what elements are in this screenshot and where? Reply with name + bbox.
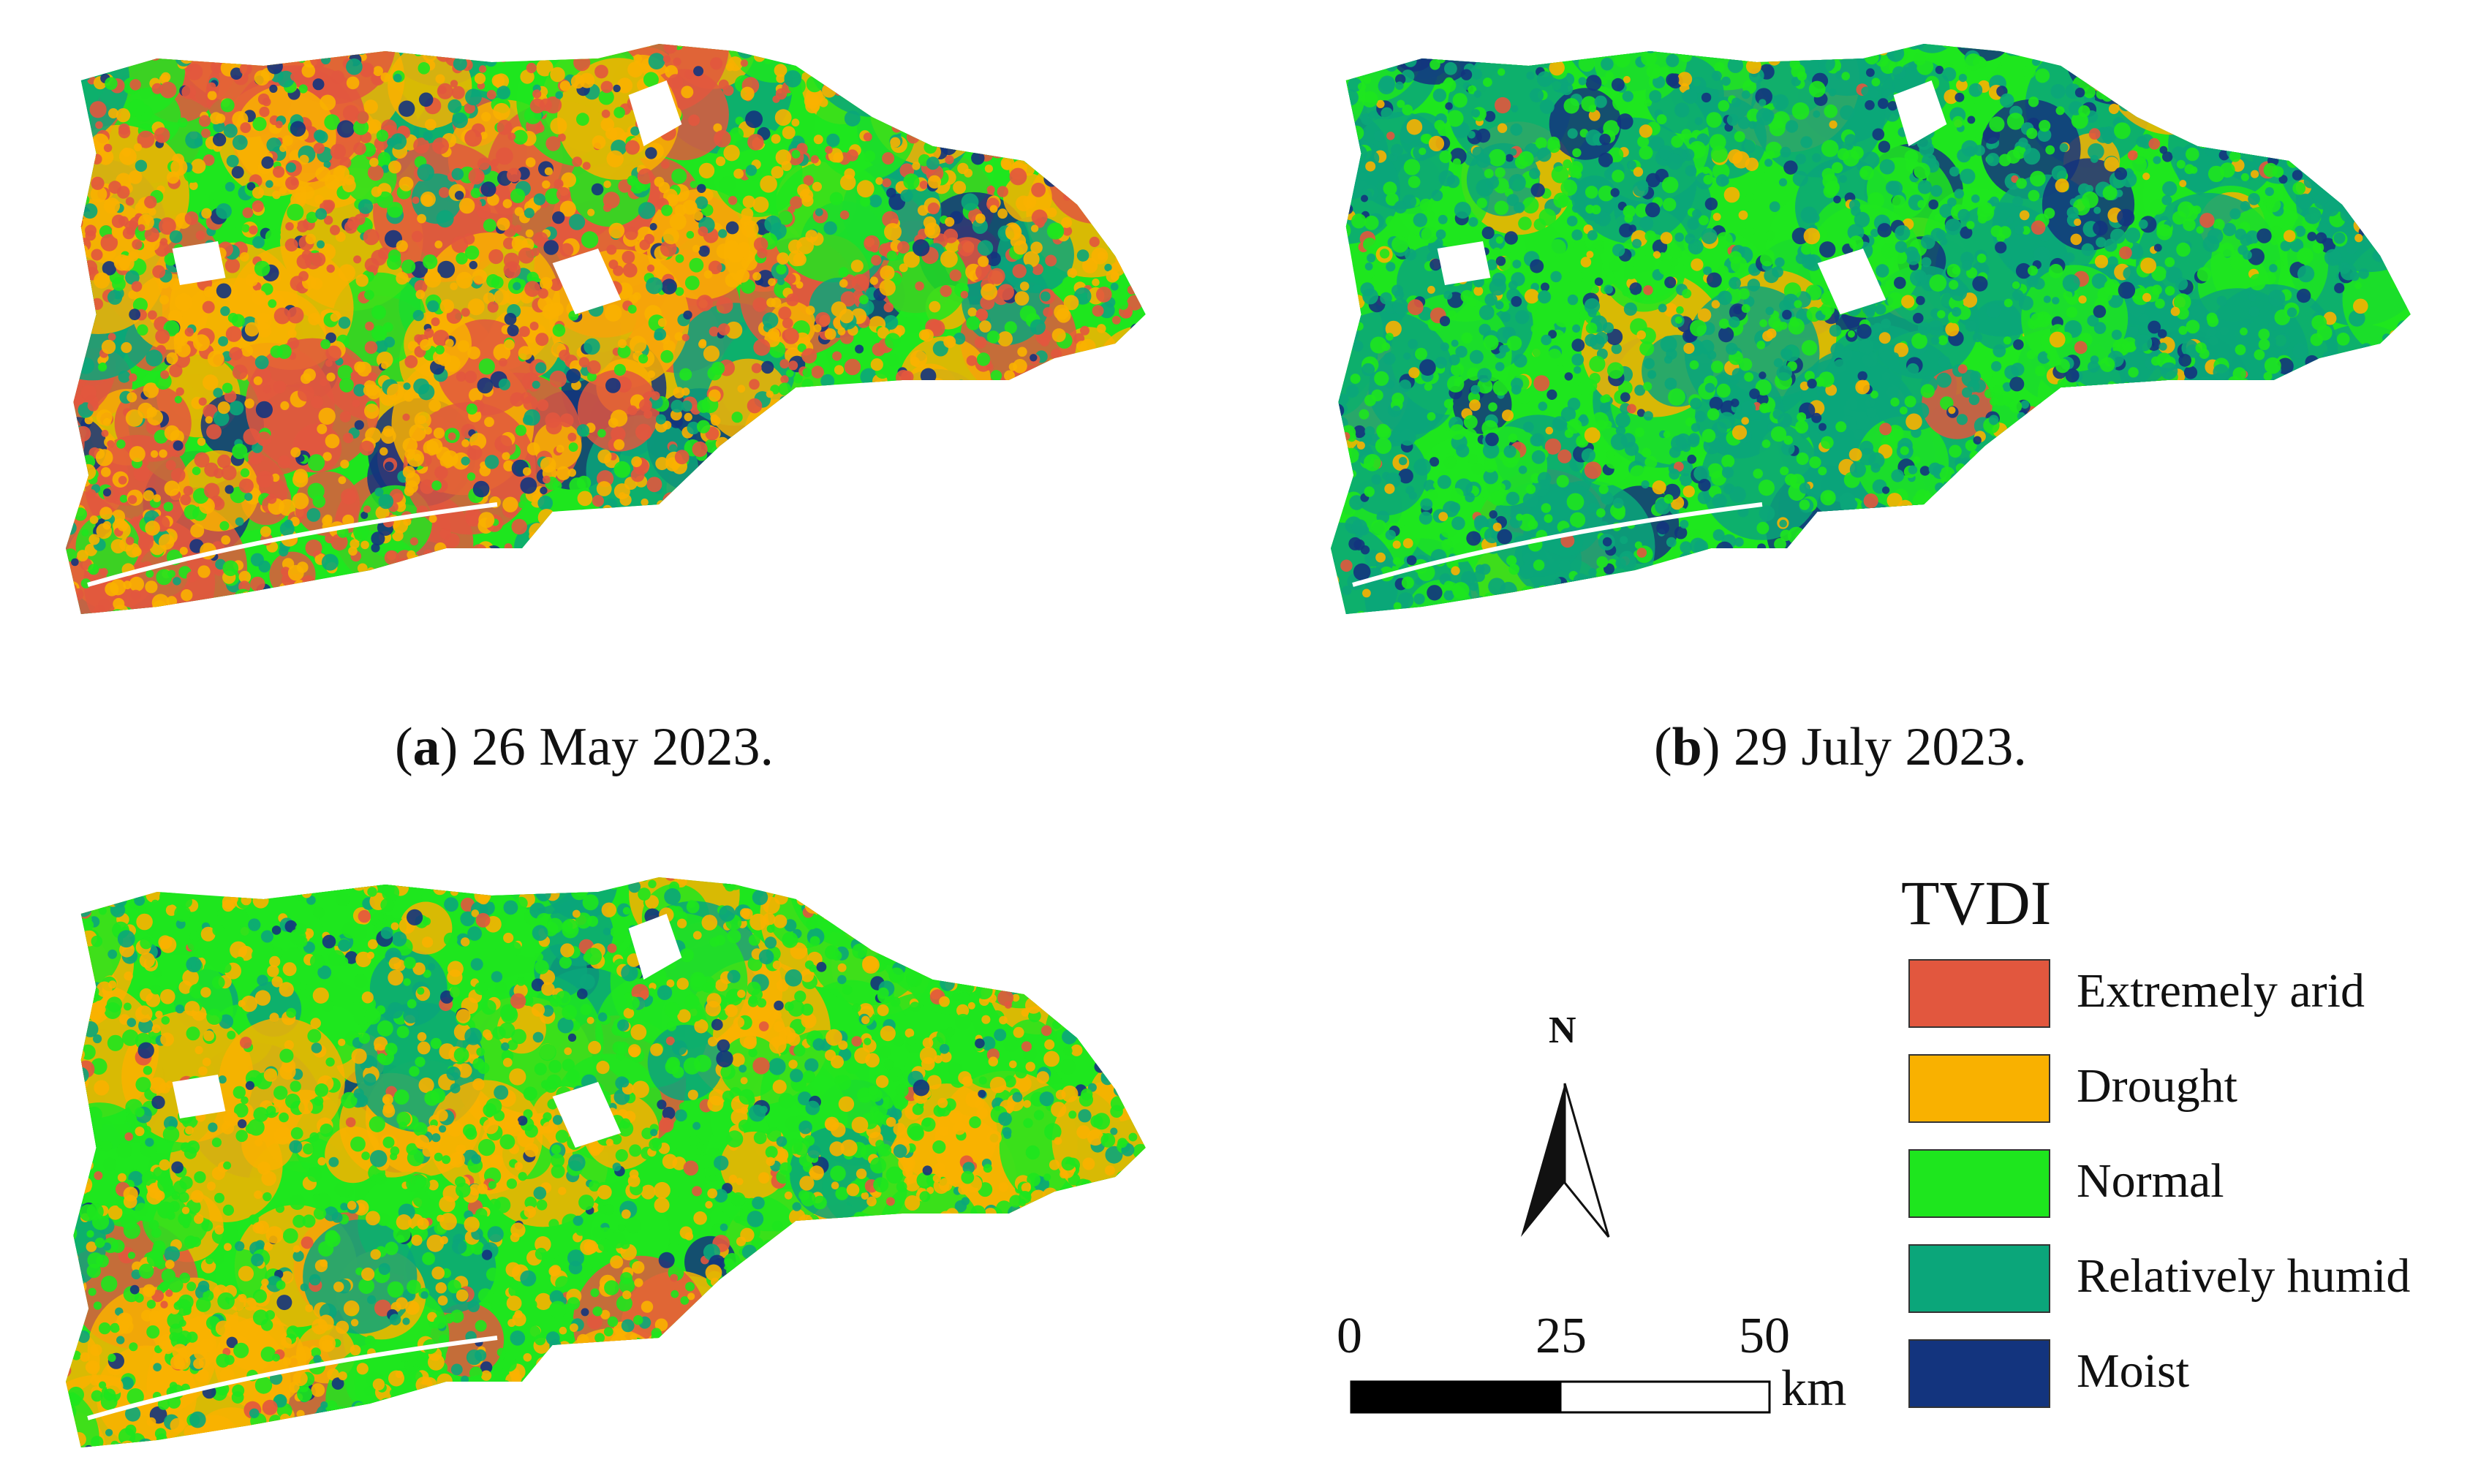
legend-label-normal: Normal	[2077, 1154, 2224, 1208]
tvdi-map-c	[66, 877, 1146, 1447]
north-arrow-icon	[1521, 1083, 1610, 1238]
caption-a-text: ) 26 May 2023.	[439, 717, 774, 777]
legend-label-extremely-arid: Extremely arid	[2077, 964, 2365, 1018]
map-panel-b	[1309, 22, 2435, 636]
legend-swatch-moist	[1908, 1339, 2050, 1408]
caption-b-letter: b	[1672, 717, 1702, 777]
caption-b-text: ) 29 July 2023.	[1701, 717, 2027, 777]
caption-a: (a) 26 May 2023.	[395, 717, 774, 777]
legend-swatch-extremely-arid	[1908, 959, 2050, 1028]
scale-tick-50: 50	[1739, 1308, 1790, 1364]
north-label: N	[1549, 1010, 1576, 1051]
tvdi-map-b	[1331, 44, 2411, 614]
caption-a-letter: a	[412, 717, 440, 777]
scale-tick-25: 25	[1536, 1308, 1587, 1364]
scale-tick-0: 0	[1337, 1308, 1362, 1364]
legend-label-drought: Drought	[2077, 1059, 2237, 1113]
legend-swatch-relatively-humid	[1908, 1244, 2050, 1313]
map-panel-a	[44, 22, 1170, 636]
legend-label-relatively-humid: Relatively humid	[2077, 1249, 2411, 1303]
legend-label-moist: Moist	[2077, 1344, 2190, 1398]
tvdi-map-a	[66, 44, 1146, 614]
scale-bar	[1350, 1380, 1771, 1414]
legend-swatch-drought	[1908, 1054, 2050, 1123]
scale-unit: km	[1781, 1360, 1847, 1417]
legend-swatch-normal	[1908, 1149, 2050, 1218]
caption-b: (b) 29 July 2023.	[1654, 717, 2027, 777]
legend-title: TVDI	[1901, 868, 2052, 938]
map-panel-c	[44, 855, 1170, 1469]
